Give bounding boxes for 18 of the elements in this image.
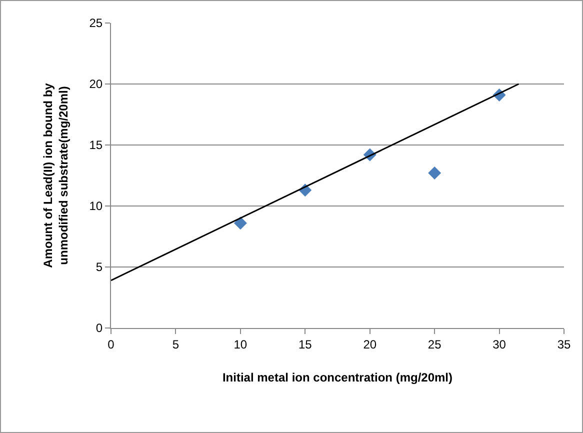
y-tick-label: 0	[96, 321, 103, 336]
x-tick-label: 20	[363, 337, 377, 352]
point	[234, 216, 247, 230]
y-tick-label: 25	[89, 16, 103, 30]
y-tick-label: 5	[96, 260, 103, 274]
x-tick-label: 35	[557, 337, 571, 352]
x-tick-label: 15	[298, 337, 312, 352]
x-tick-label: 30	[492, 337, 506, 352]
y-tick-label: 10	[89, 199, 103, 214]
y-tick-label: 20	[89, 77, 103, 92]
y-axis-title: Amount of Lead(II) ion bound by unmodified substrate(mg/20ml)	[40, 82, 71, 268]
x-tick-label: 10	[234, 337, 248, 352]
y-tick-label: 15	[89, 138, 103, 152]
x-tick-label: 25	[428, 337, 442, 352]
x-axis-title: Initial metal ion concentration (mg/20ml)	[222, 370, 453, 384]
point	[428, 166, 442, 180]
x-tick-label: 5	[172, 337, 180, 352]
x-tick-label: 0	[108, 337, 115, 352]
